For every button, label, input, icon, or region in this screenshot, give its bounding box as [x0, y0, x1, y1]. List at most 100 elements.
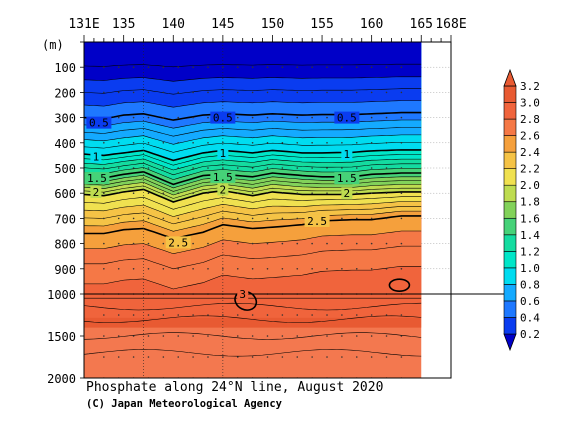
contour-label-bg — [217, 183, 229, 196]
contour-minor — [84, 158, 422, 171]
colorbar-arrow-high — [503, 68, 517, 87]
sample-point — [117, 116, 120, 119]
sample-point — [355, 167, 358, 169]
sample-point — [296, 217, 299, 220]
contour-label: 0.5 — [89, 117, 109, 130]
sample-point — [281, 192, 284, 194]
contour-minor — [84, 88, 422, 95]
colorbar-box — [503, 85, 517, 103]
sample-point — [385, 268, 388, 270]
sample-point — [147, 268, 150, 270]
sample-point — [266, 335, 269, 337]
sample-point — [236, 116, 239, 119]
sample-point — [147, 242, 150, 245]
contour-major — [84, 170, 422, 186]
contour-minor — [84, 245, 422, 270]
sample-point — [281, 242, 284, 245]
contour-label-bg — [210, 170, 236, 183]
sample-point — [236, 142, 239, 144]
sample-point — [132, 242, 135, 245]
sample-point — [162, 217, 165, 220]
contour-3-patch — [234, 290, 258, 311]
sample-point — [311, 314, 313, 316]
sample-point — [103, 192, 105, 194]
sample-point — [311, 268, 313, 270]
contour-label: 0.5 — [337, 112, 357, 125]
sample-point — [296, 314, 299, 316]
sample-point — [385, 142, 388, 144]
contour-label: 2 — [220, 183, 227, 196]
sample-point — [236, 192, 239, 194]
sample-point — [311, 91, 313, 94]
contour-deep — [84, 349, 422, 357]
sample-point — [385, 167, 388, 169]
sample-point — [192, 66, 194, 68]
y-tick-label: 800 — [54, 238, 76, 252]
contour-label: 1.5 — [87, 172, 107, 185]
y-tick-label: 900 — [54, 263, 76, 277]
sample-point — [355, 242, 358, 245]
colorbar-label: 1.6 — [520, 212, 540, 225]
sample-point — [296, 91, 299, 94]
sample-point — [296, 66, 299, 68]
sample-point — [117, 356, 120, 358]
sample-point — [266, 192, 269, 194]
contour-label-bg — [165, 236, 191, 249]
sample-point — [266, 91, 269, 94]
sample-point — [326, 242, 328, 245]
sample-point — [192, 91, 194, 94]
contour-minor — [84, 100, 422, 108]
sample-point — [162, 356, 165, 358]
colorbar-label: 0.2 — [520, 328, 540, 341]
sample-point — [177, 142, 180, 144]
colorbar-box — [503, 217, 517, 236]
contour-label-bg — [210, 111, 236, 124]
sample-point — [296, 268, 299, 270]
contour-3-patch — [388, 278, 411, 292]
sample-point — [192, 242, 194, 245]
x-tick-label: 131E — [68, 17, 99, 32]
contour-label: 2 — [93, 186, 100, 199]
contour-deep — [84, 302, 422, 311]
sample-point — [162, 66, 165, 68]
sample-point — [117, 217, 120, 220]
sample-point — [162, 167, 165, 169]
sample-point — [147, 217, 150, 220]
sample-point — [251, 356, 254, 358]
sample-point — [311, 192, 313, 194]
contour-minor — [84, 167, 422, 180]
sample-point — [266, 314, 269, 316]
sample-point — [251, 217, 254, 220]
sample-point — [177, 335, 180, 337]
sample-point — [192, 335, 194, 337]
contour-label: 2.5 — [168, 236, 188, 249]
contour-minor — [84, 175, 422, 189]
sample-point — [296, 116, 299, 119]
sample-point — [281, 66, 284, 68]
sample-point — [117, 142, 120, 144]
sample-point — [222, 167, 224, 169]
sample-point — [341, 335, 343, 337]
sample-point — [370, 314, 373, 316]
contour-minor — [84, 162, 422, 176]
sample-point — [251, 314, 254, 316]
sample-point — [147, 314, 150, 316]
x-tick-label: 150 — [261, 17, 284, 32]
y-tick-label: 1500 — [47, 330, 76, 344]
contour-minor — [84, 206, 422, 225]
sample-point — [311, 66, 313, 68]
sample-point — [132, 91, 135, 94]
sample-point — [385, 335, 388, 337]
sample-point — [400, 356, 403, 358]
contour-major — [84, 111, 422, 121]
sample-point — [400, 66, 403, 68]
colorbar-label: 2.6 — [520, 130, 540, 143]
sample-point — [281, 314, 284, 316]
sample-point — [207, 314, 209, 316]
y-tick-label: 300 — [54, 112, 76, 126]
contour-major — [84, 188, 422, 203]
sample-point — [266, 142, 269, 144]
sample-point — [326, 66, 328, 68]
sample-point — [162, 314, 165, 316]
sample-point — [355, 192, 358, 194]
